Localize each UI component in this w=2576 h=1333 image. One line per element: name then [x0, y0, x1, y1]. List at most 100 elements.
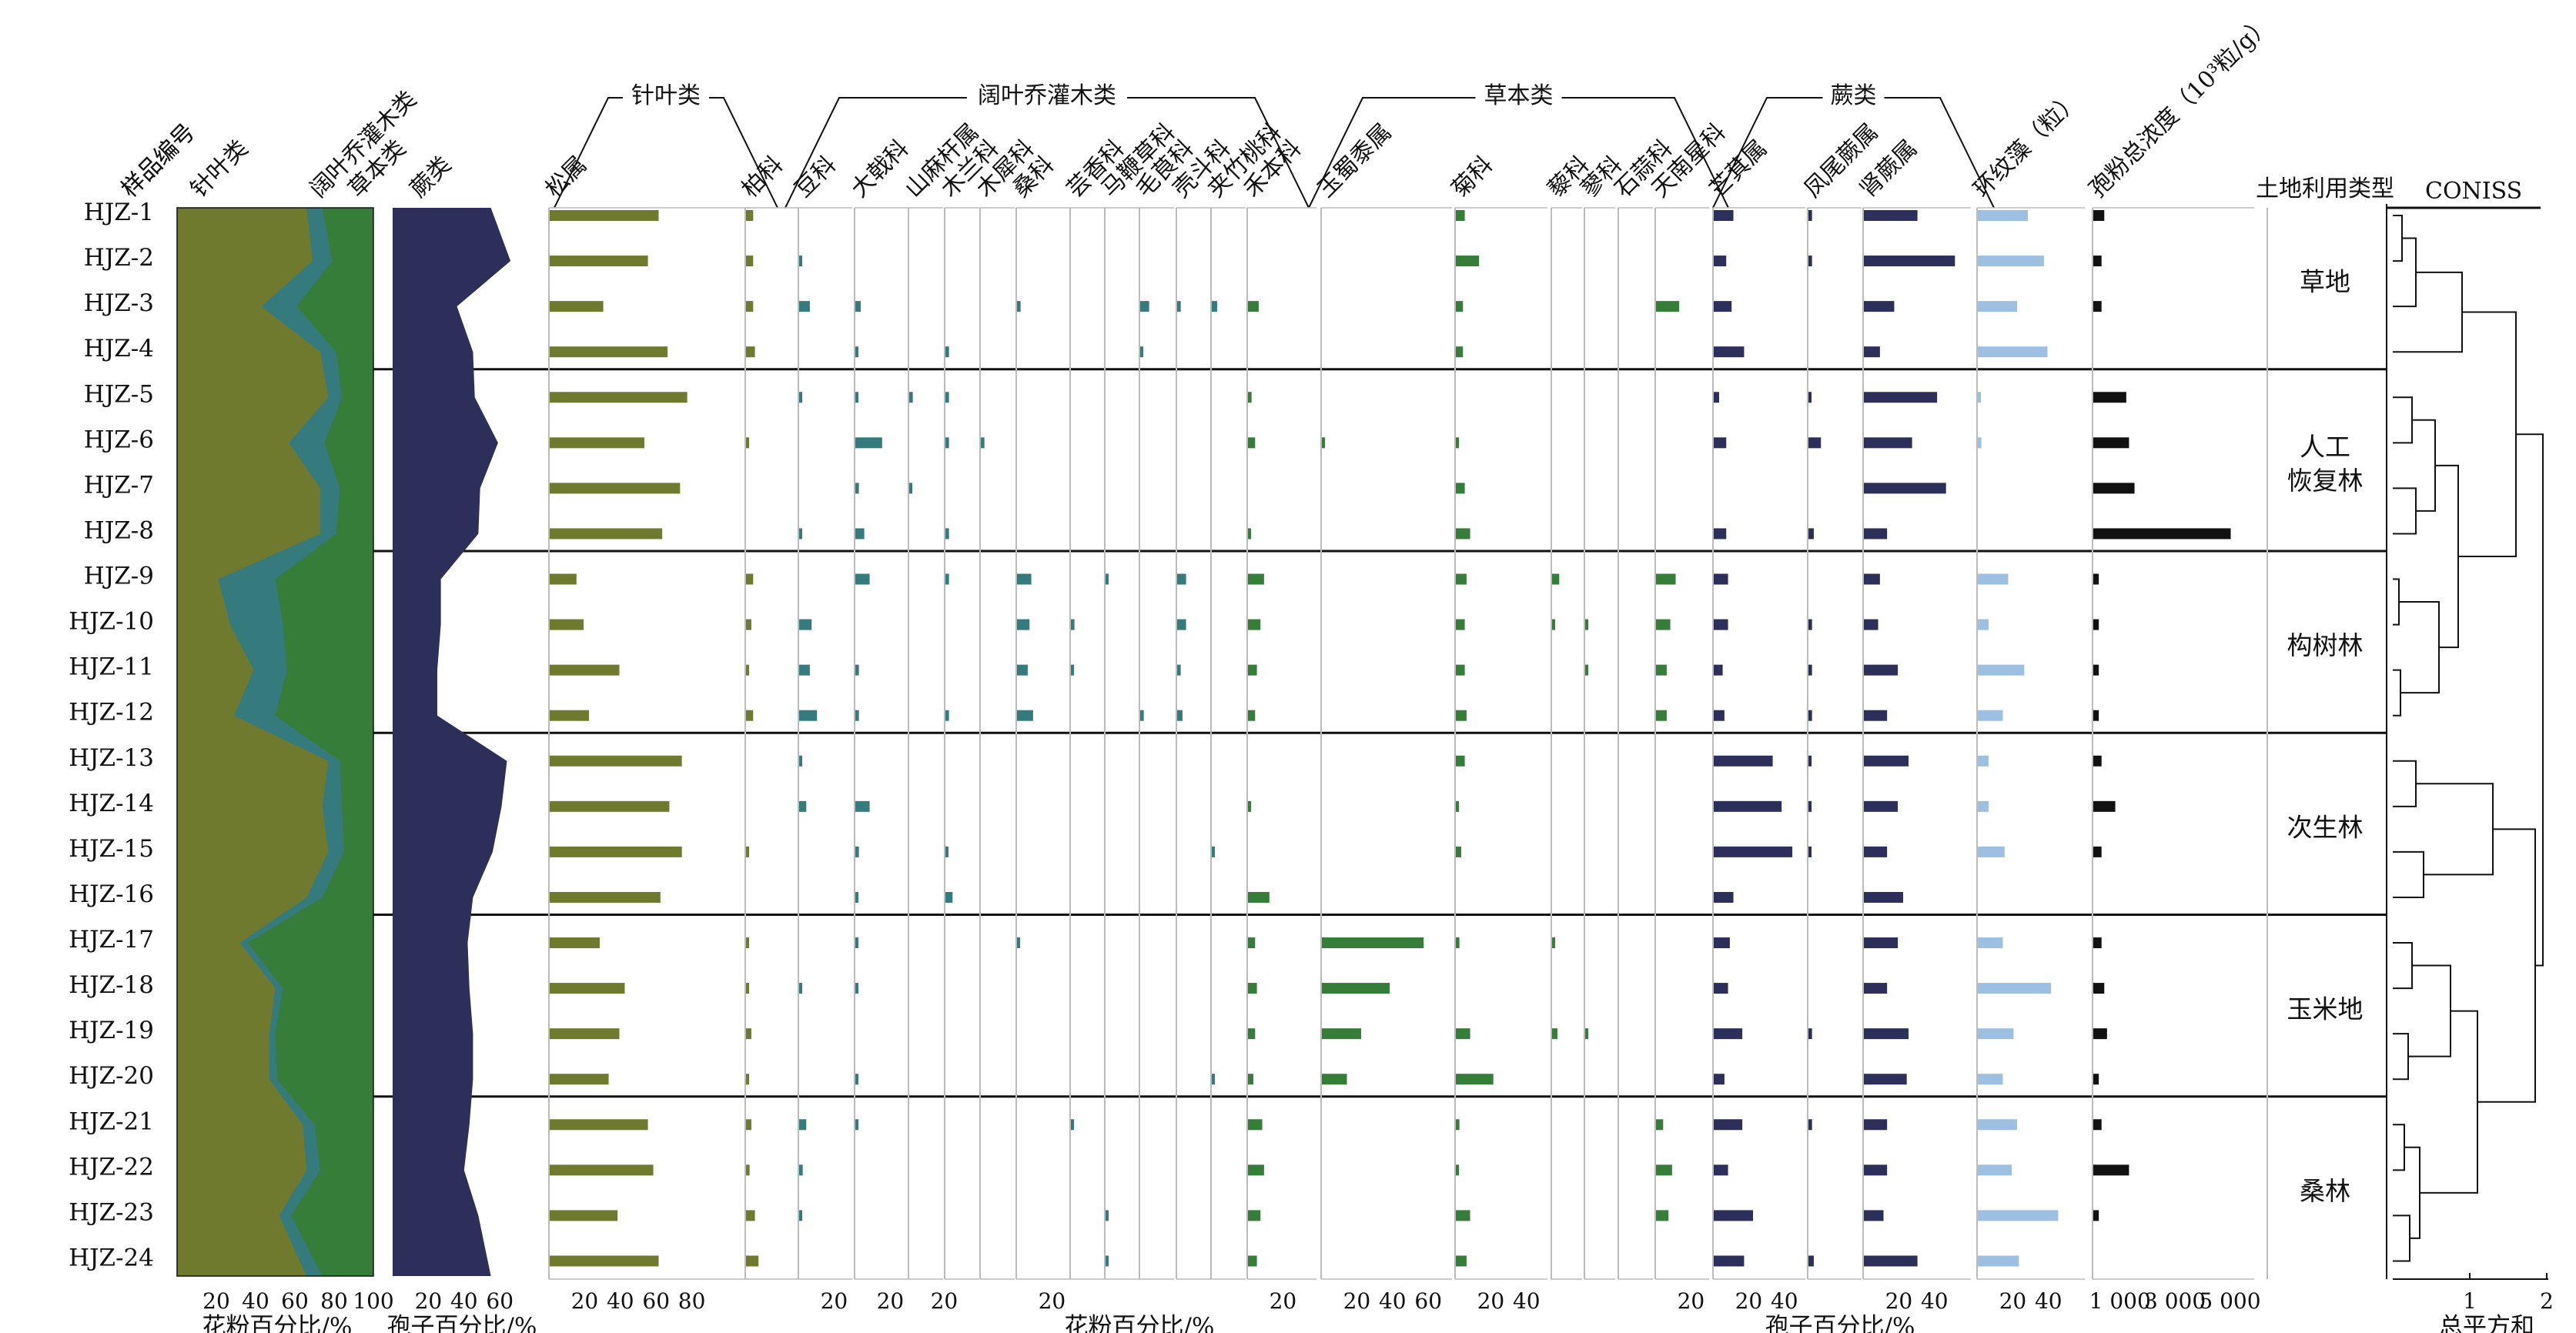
bar-环纹藻（粒） [1978, 1028, 2014, 1040]
sample-label: HJZ-19 [69, 1017, 154, 1044]
bar-芒萁属 [1714, 846, 1793, 857]
bar-肾蕨属 [1864, 346, 1880, 358]
bar-松属 [550, 755, 682, 767]
coniss-node [2477, 828, 2536, 1103]
tick-label: 20 [202, 1288, 230, 1314]
header-conifer: 针叶类 [186, 135, 253, 202]
bar-蓼科 [1585, 1028, 1588, 1040]
bar-柏科 [746, 346, 755, 358]
bar-木兰科 [945, 710, 949, 721]
bar-天南星科 [1656, 619, 1671, 630]
bar-山麻杆属 [909, 483, 912, 494]
coniss-link [2393, 1124, 2405, 1171]
bar-菊科 [1456, 1074, 1494, 1085]
tick-label: 60 [1414, 1288, 1442, 1314]
bar-环纹藻（粒） [1978, 710, 2003, 721]
bar-松属 [550, 256, 648, 267]
tick-label: 20 [877, 1288, 905, 1314]
land-use-label: 桑林 [2300, 1176, 2350, 1206]
bar-松属 [550, 483, 681, 494]
bar-孢粉总浓度（10³粒/g） [2093, 1164, 2129, 1176]
bar-玉蜀黍属 [1322, 1074, 1347, 1085]
bar-山麻杆属 [909, 392, 913, 403]
bar-菊科 [1456, 1119, 1460, 1131]
land-use-label: 次生林 [2287, 812, 2364, 842]
bar-肾蕨属 [1864, 1210, 1884, 1221]
bar-凤尾蕨属 [1808, 528, 1814, 540]
bar-马鞭草科 [1106, 1255, 1109, 1267]
header-land-use: 土地利用类型 [2256, 175, 2394, 202]
tick-label: 40 [242, 1288, 269, 1314]
tick-label: 20 [1735, 1288, 1763, 1314]
bar-松属 [550, 664, 620, 676]
sample-label: HJZ-18 [69, 971, 154, 999]
bar-桑科 [1017, 937, 1020, 949]
bar-蓼科 [1585, 619, 1588, 630]
coniss-node [2420, 1010, 2478, 1194]
bar-桑科 [1017, 573, 1032, 585]
bar-豆科 [799, 301, 810, 312]
bar-禾本科 [1248, 800, 1251, 812]
bar-环纹藻（粒） [1978, 619, 1989, 630]
bar-环纹藻（粒） [1978, 755, 1989, 767]
bar-豆科 [799, 528, 802, 540]
bar-柏科 [746, 664, 749, 676]
bar-松属 [550, 1164, 654, 1176]
bar-松属 [550, 1210, 618, 1221]
bar-菊科 [1456, 1255, 1467, 1267]
bar-禾本科 [1248, 619, 1261, 630]
bar-木兰科 [945, 392, 949, 403]
sample-label: HJZ-8 [84, 516, 154, 544]
bar-凤尾蕨属 [1808, 1028, 1812, 1040]
bar-木兰科 [945, 437, 949, 449]
tick-label: 20 [415, 1288, 443, 1314]
coniss-link [2393, 942, 2413, 990]
bar-柏科 [746, 846, 749, 857]
bar-菊科 [1456, 755, 1465, 767]
bar-孢粉总浓度（10³粒/g） [2093, 1074, 2099, 1085]
bar-夹竹桃科 [1212, 301, 1217, 312]
bar-大戟科 [855, 346, 858, 358]
bar-孢粉总浓度（10³粒/g） [2093, 392, 2126, 403]
tick-label: 5 000 [2199, 1288, 2260, 1314]
bar-孢粉总浓度（10³粒/g） [2093, 301, 2102, 312]
bar-环纹藻（粒） [1978, 346, 2048, 358]
coniss-node [2516, 433, 2544, 967]
bar-柏科 [746, 1164, 750, 1176]
bar-环纹藻（粒） [1978, 573, 2009, 585]
bar-禾本科 [1248, 891, 1270, 903]
bar-芒萁属 [1714, 1028, 1743, 1040]
bar-环纹藻（粒） [1978, 983, 2052, 994]
coniss-node [2399, 601, 2440, 694]
sample-label: HJZ-4 [84, 335, 154, 362]
coniss-link [2393, 1214, 2410, 1262]
tick-label: 40 [1513, 1288, 1541, 1314]
bar-肾蕨属 [1864, 528, 1888, 540]
sample-label: HJZ-17 [69, 926, 154, 954]
bar-芒萁属 [1714, 619, 1728, 630]
bar-豆科 [799, 256, 802, 267]
sample-label: HJZ-15 [69, 835, 154, 863]
tick-label: 3 000 [2144, 1288, 2206, 1314]
bar-肾蕨属 [1864, 937, 1899, 949]
bar-菊科 [1456, 710, 1467, 721]
bar-凤尾蕨属 [1808, 256, 1812, 267]
axis-label-spore-left: 孢子百分比/% [387, 1313, 537, 1333]
bar-芸香科 [1071, 664, 1074, 676]
bar-松属 [550, 573, 577, 585]
bar-柏科 [746, 619, 751, 630]
bar-芒萁属 [1714, 800, 1782, 812]
coniss-link [2393, 578, 2400, 626]
bar-禾本科 [1248, 1028, 1256, 1040]
bar-柏科 [746, 1074, 749, 1085]
bar-松属 [550, 983, 625, 994]
bar-环纹藻（粒） [1978, 1119, 2018, 1131]
tick-label: 60 [281, 1288, 309, 1314]
bar-芒萁属 [1714, 210, 1734, 221]
conifer-area [177, 208, 329, 1276]
bar-菊科 [1456, 937, 1460, 949]
bar-芒萁属 [1714, 1164, 1728, 1176]
tick-label: 40 [1379, 1288, 1407, 1314]
bar-松属 [550, 710, 590, 721]
bar-桑科 [1017, 619, 1030, 630]
